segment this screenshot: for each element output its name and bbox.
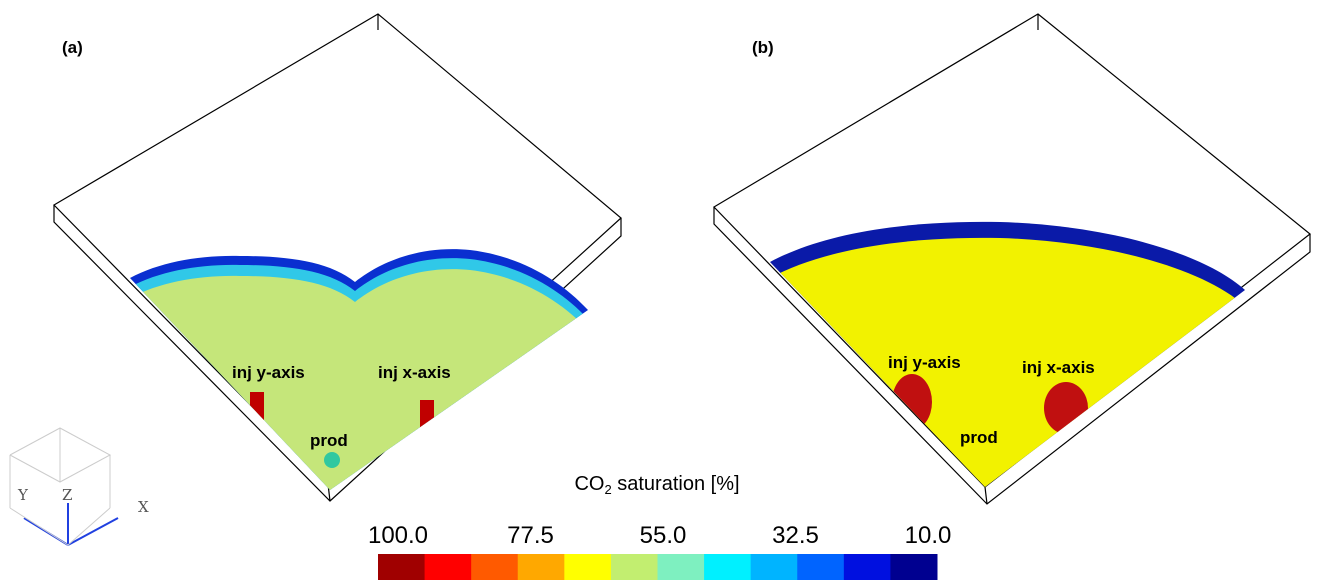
- panel-a: (a) inj y-axis inj x-axis prod: [53, 13, 622, 502]
- title-text: saturation [%]: [612, 473, 740, 495]
- color-swatch: [610, 554, 658, 580]
- color-swatch: [471, 554, 519, 580]
- axis-label: Z: [62, 486, 72, 504]
- colorbar: 100.0 77.5 55.0 32.5 10.0: [368, 522, 951, 580]
- well-label: inj x-axis: [1022, 358, 1095, 377]
- well-label: prod: [310, 431, 348, 450]
- plume: [130, 249, 588, 490]
- colorbar-tick-label: 77.5: [507, 522, 554, 549]
- title-text: CO: [574, 473, 604, 495]
- color-swatch: [750, 554, 798, 580]
- colorbar-tick-label: 10.0: [905, 522, 952, 549]
- color-swatch: [704, 554, 752, 580]
- box-edge: [984, 486, 988, 505]
- panel-label: (b): [752, 38, 774, 57]
- panel-b: (b) inj y-axis inj x-axis prod: [713, 13, 1311, 505]
- colorbar-tick-label: 55.0: [640, 522, 687, 549]
- plume: [770, 221, 1245, 487]
- color-swatch: [564, 554, 612, 580]
- color-swatch: [657, 554, 705, 580]
- title-sub: 2: [604, 482, 611, 497]
- well-label: prod: [960, 428, 998, 447]
- color-swatch: [797, 554, 845, 580]
- color-swatch: [843, 554, 891, 580]
- panel-label: (a): [62, 38, 83, 57]
- axes-triad: [9, 427, 119, 546]
- well-label: inj y-axis: [888, 353, 961, 372]
- colorbar-tick-label: 32.5: [772, 522, 819, 549]
- color-swatch: [424, 554, 472, 580]
- color-swatch: [890, 554, 938, 580]
- well-label: inj x-axis: [378, 363, 451, 382]
- axis-label: Y: [17, 486, 29, 504]
- colorbar-title: CO2 saturation [%]: [574, 473, 739, 497]
- colorbar-tick-label: 100.0: [368, 522, 428, 549]
- well-label: inj y-axis: [232, 363, 305, 382]
- color-swatch: [517, 554, 565, 580]
- color-swatch: [378, 554, 426, 580]
- axis-label: X: [138, 498, 149, 516]
